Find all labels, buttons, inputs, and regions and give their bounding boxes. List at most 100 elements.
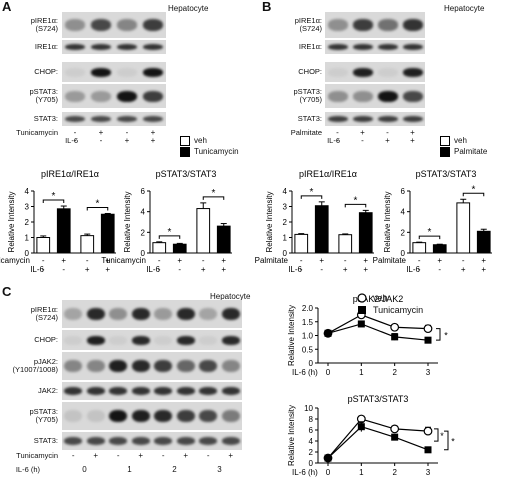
blot-band-b-4-1: [352, 115, 373, 123]
chart0-sigstar-0: *: [52, 191, 56, 202]
blot-band-b-0-2: [377, 19, 398, 31]
blot-band-c-1-1: [86, 335, 105, 345]
legend-c-veh-label: veh: [373, 293, 388, 303]
blot-band-c-2-7: [221, 359, 240, 373]
chart1-treatlabel: Tunicamycin: [101, 256, 146, 265]
il6-label-b: IL-6: [327, 136, 340, 145]
blot-band-c-0-6: [199, 307, 218, 321]
blot-band-a-0-0: [64, 19, 86, 31]
il6-sign-a-2: +: [124, 136, 130, 145]
il6-label-a: IL-6: [65, 136, 78, 145]
treatment-sign-c-0: -: [71, 451, 75, 460]
chart2-yticklabel-4: 4: [283, 187, 288, 196]
treatment-label-a: Tunicamycin: [16, 128, 58, 137]
chart5-line-1: [327, 426, 429, 459]
chart4-title: pJAK2/JAK2: [353, 294, 404, 304]
blot-band-b-2-0: [327, 67, 348, 77]
blot-strip-c-4: [62, 402, 242, 430]
chart4-yticklabel-3: 1.5: [302, 318, 314, 327]
blot-band-b-0-0: [327, 19, 348, 31]
blot-band-c-4-2: [109, 409, 128, 423]
legend-a-veh-swatch: [180, 135, 190, 146]
blot-band-c-0-5: [176, 307, 195, 321]
blot-strip-b-2: [325, 62, 425, 82]
chart1-xil6-2: +: [201, 265, 206, 274]
blot-band-c-0-2: [109, 307, 128, 321]
chart4-point-1-1: [357, 320, 365, 328]
treatment-label-c: Tunicamycin: [16, 451, 58, 460]
blot-band-b-0-3: [402, 19, 423, 31]
legend-c: veh Tunicamycin: [357, 292, 423, 316]
chart3-xtreat-1: +: [437, 256, 442, 265]
chart0-bar-3: [100, 213, 115, 254]
treatment-label-b: Palmitate: [290, 128, 322, 137]
chart3-bar-1: [432, 244, 447, 254]
chart2-xil6-2: +: [343, 265, 348, 274]
blot-label-c-3: JAK2:: [37, 386, 58, 395]
panel-a-title: Hepatocyte: [168, 4, 209, 13]
blot-band-c-1-7: [221, 335, 240, 345]
blot-band-a-2-0: [64, 67, 86, 77]
chart4-point-1-2: [391, 333, 399, 341]
blot-band-a-2-3: [142, 67, 164, 77]
chart0-xtreat-1: +: [61, 256, 66, 265]
blot-strip-c-1: [62, 330, 242, 350]
blot-band-b-3-3: [402, 90, 423, 102]
blot-band-c-4-1: [86, 409, 105, 423]
blot-band-c-4-6: [199, 409, 218, 423]
treatment-sign-c-2: -: [116, 451, 120, 460]
legend-c-treat-label: Tunicamycin: [373, 305, 424, 315]
chart5-xticklabel-1: 1: [359, 468, 364, 477]
chart1-xtreat-1: +: [177, 256, 182, 265]
treatment-sign-c-3: +: [138, 451, 144, 460]
chart5-ylabel: Relative Intensity: [287, 405, 296, 466]
chart2-xil6-3: +: [363, 265, 368, 274]
chart0-xtreat-0: -: [42, 256, 45, 265]
blot-band-c-4-4: [154, 409, 173, 423]
il6-time-c-3: 3: [217, 465, 222, 474]
blot-strip-b-4: [325, 112, 425, 126]
chart5-point-1-2: [391, 433, 399, 441]
chart0-title: pIRE1α/IRE1α: [41, 169, 99, 179]
treatment-sign-a-1: +: [98, 128, 104, 137]
chart0-bar-0: [36, 237, 51, 254]
blot-band-b-3-2: [377, 90, 398, 102]
chart1-xtreat-2: -: [202, 256, 205, 265]
blot-band-b-3-0: [327, 90, 348, 102]
blot-strip-b-3: [325, 84, 425, 108]
chart0-yticklabel-2: 2: [25, 218, 30, 227]
treatment-sign-a-2: -: [125, 128, 129, 137]
chart0-xil6-2: +: [85, 265, 90, 274]
blot-label-a-3: pSTAT3: (Y705): [29, 87, 58, 104]
blot-band-c-0-4: [154, 307, 173, 321]
chart3-sigbracket-1: [462, 192, 485, 197]
chart4-point-0-3: [423, 324, 433, 334]
blot-label-c-1: CHOP:: [34, 335, 58, 344]
il6-time-c-1: 1: [127, 465, 132, 474]
blot-band-c-4-5: [176, 409, 195, 423]
chart2-sigstar-1: *: [354, 195, 358, 206]
blot-band-b-2-3: [402, 67, 423, 77]
chart4-yticklabel-1: 0.5: [302, 345, 314, 354]
blot-strip-a-0: [62, 12, 166, 38]
legend-b-veh-swatch: [440, 135, 450, 146]
chart5-yticklabel-0: 0: [309, 459, 314, 468]
legend-b: veh Palmitate: [440, 135, 487, 157]
chart1-xtreat-0: -: [158, 256, 161, 265]
blot-band-c-5-1: [86, 437, 105, 446]
panel-b-title: Hepatocyte: [444, 4, 485, 13]
panel-c-title: Hepatocyte: [210, 292, 251, 301]
blot-band-c-5-2: [109, 437, 128, 446]
chart5-title: pSTAT3/STAT3: [348, 394, 409, 404]
blot-band-a-2-1: [90, 67, 112, 77]
chart4-sigbracket: [436, 328, 441, 341]
il6-sign-a-1: -: [99, 136, 103, 145]
legend-c-treat-marker: [358, 306, 366, 314]
blot-label-b-1: IRE1α:: [298, 42, 322, 51]
chart1-bar-0: [152, 242, 167, 254]
chart3-sigstar-0: *: [428, 227, 432, 238]
blot-label-c-0: pIRE1α: (S724): [30, 305, 58, 322]
chart2-bar-1: [314, 205, 329, 254]
blot-band-c-2-6: [199, 359, 218, 373]
legend-a-veh-label: veh: [194, 136, 207, 145]
